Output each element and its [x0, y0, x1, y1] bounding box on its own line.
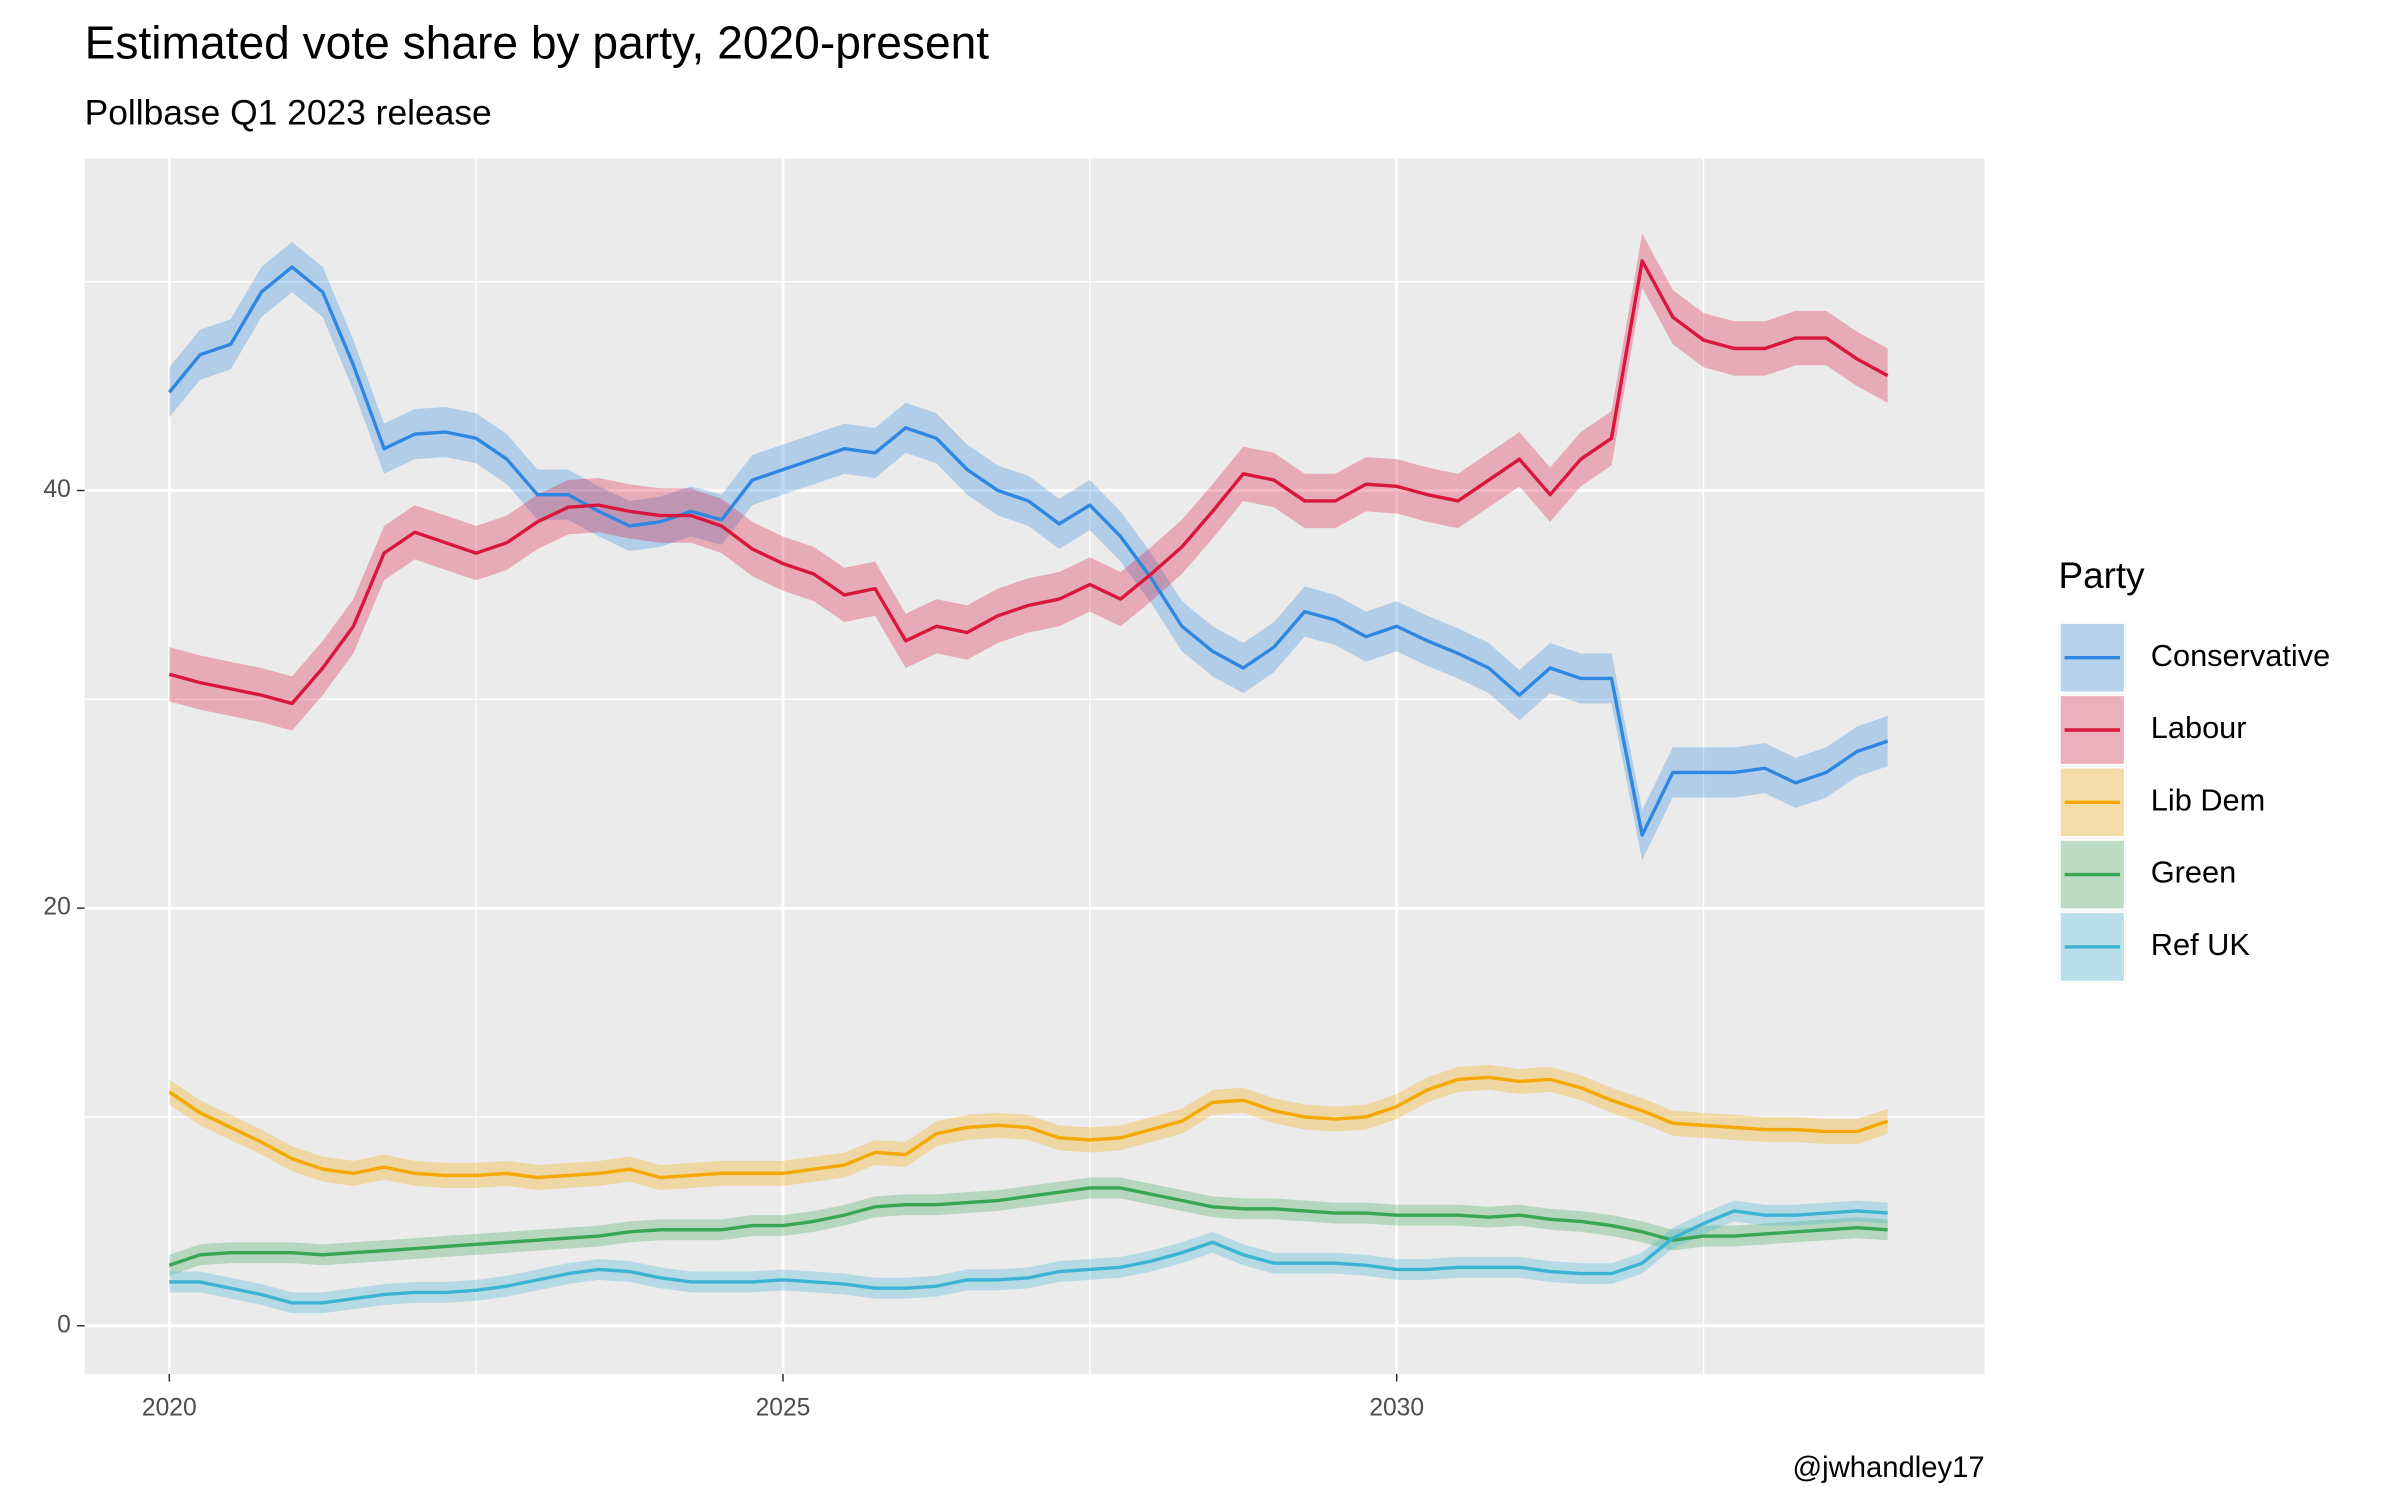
legend-label: Conservative	[2151, 638, 2330, 673]
caption: @jwhandley17	[1793, 1452, 1985, 1484]
legend-label: Ref UK	[2151, 927, 2251, 962]
chart-subtitle: Pollbase Q1 2023 release	[85, 94, 492, 133]
series-line	[167, 265, 1889, 837]
legend-label: Labour	[2151, 710, 2247, 745]
x-tick-label: 2020	[142, 1395, 197, 1422]
series-line	[168, 1186, 1888, 1267]
chart-title: Estimated vote share by party, 2020-pres…	[85, 16, 990, 68]
legend-label: Green	[2151, 855, 2236, 890]
x-tick-label: 2030	[1369, 1395, 1424, 1422]
series-line	[168, 1075, 1889, 1180]
series-line	[169, 1209, 1888, 1305]
y-tick-label: 40	[43, 476, 70, 503]
y-tick-label: 0	[57, 1311, 71, 1338]
legend-title: Party	[2058, 555, 2145, 596]
x-tick-label: 2025	[756, 1395, 811, 1422]
ribbon	[169, 233, 1888, 731]
y-tick-label: 20	[43, 894, 70, 921]
series-line	[168, 259, 1889, 706]
legend-label: Lib Dem	[2151, 782, 2266, 817]
